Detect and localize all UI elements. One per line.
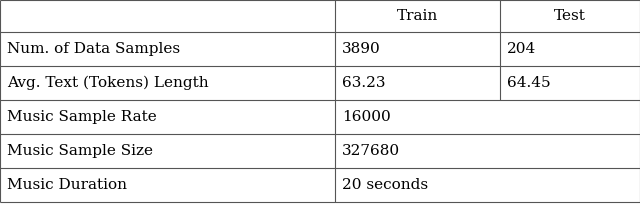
Text: Test: Test bbox=[554, 9, 586, 23]
Text: 204: 204 bbox=[507, 42, 536, 56]
Text: 327680: 327680 bbox=[342, 144, 400, 158]
Text: 64.45: 64.45 bbox=[507, 76, 550, 90]
Text: Music Sample Size: Music Sample Size bbox=[7, 144, 153, 158]
Text: Music Duration: Music Duration bbox=[7, 178, 127, 192]
Text: Music Sample Rate: Music Sample Rate bbox=[7, 110, 157, 124]
Text: 20 seconds: 20 seconds bbox=[342, 178, 428, 192]
Text: Num. of Data Samples: Num. of Data Samples bbox=[7, 42, 180, 56]
Text: Train: Train bbox=[397, 9, 438, 23]
Text: 63.23: 63.23 bbox=[342, 76, 385, 90]
Text: 16000: 16000 bbox=[342, 110, 391, 124]
Text: Avg. Text (Tokens) Length: Avg. Text (Tokens) Length bbox=[7, 76, 209, 90]
Text: 3890: 3890 bbox=[342, 42, 381, 56]
